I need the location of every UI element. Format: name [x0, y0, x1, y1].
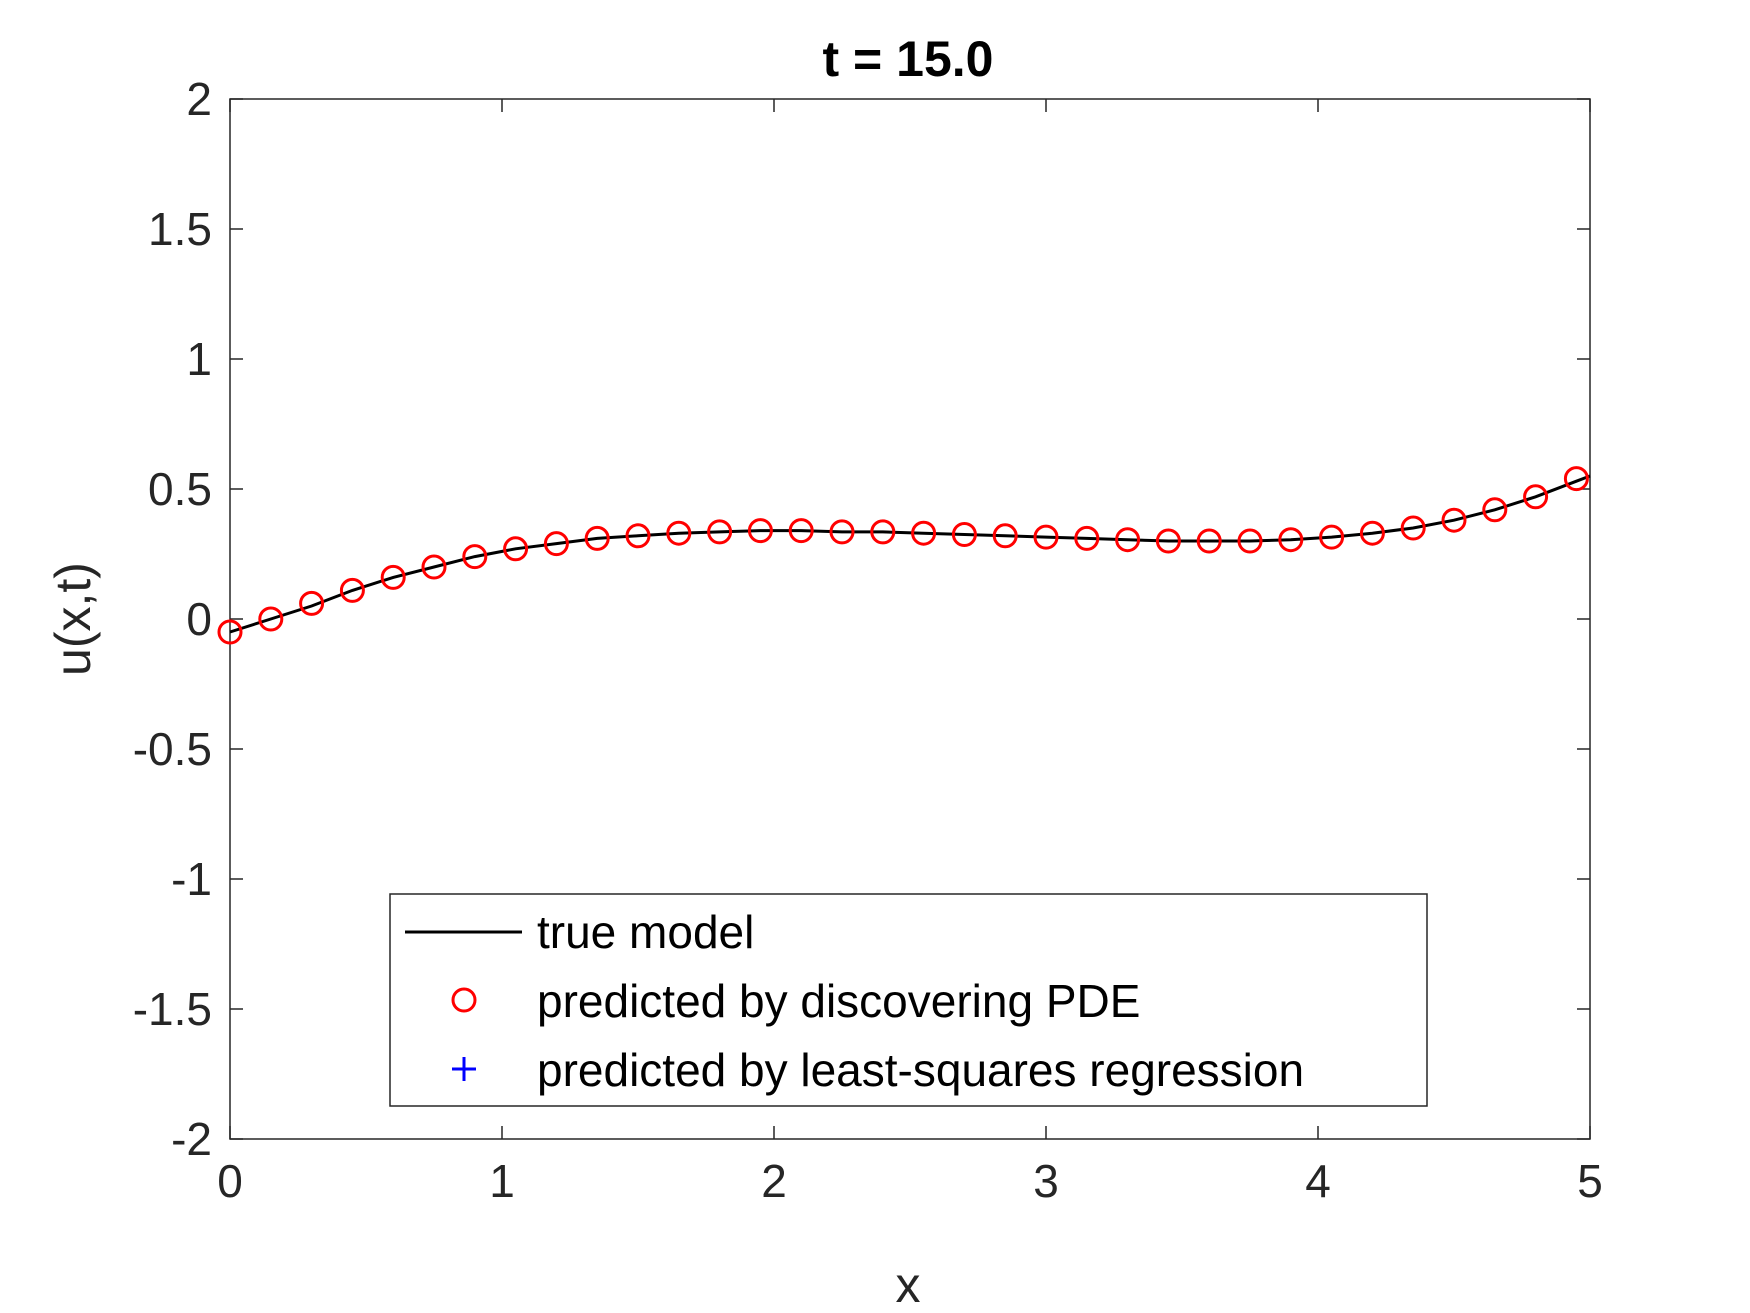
legend-marker-circle: [451, 987, 477, 1013]
x-tick-label: 5: [1577, 1155, 1603, 1207]
data-point-discovered-pde: [1563, 466, 1589, 492]
data-point-discovered-pde: [299, 590, 325, 616]
data-point-discovered-pde: [707, 519, 733, 545]
x-tick-label: 1: [489, 1155, 515, 1207]
x-tick-label: 2: [761, 1155, 787, 1207]
data-point-discovered-pde: [747, 518, 773, 544]
data-point-discovered-pde: [1155, 528, 1181, 554]
data-point-discovered-pde: [217, 619, 243, 645]
data-point-discovered-pde: [584, 525, 610, 551]
y-tick-label: 2: [186, 73, 212, 125]
legend-marker-plus: [452, 1057, 476, 1081]
data-point-discovered-pde: [339, 577, 365, 603]
data-point-discovered-pde: [462, 544, 488, 570]
data-point-discovered-pde: [1115, 527, 1141, 553]
data-point-discovered-pde: [380, 564, 406, 590]
data-point-discovered-pde: [1400, 515, 1426, 541]
data-point-discovered-pde: [1359, 520, 1385, 546]
y-axis-title: u(x,t): [45, 562, 101, 676]
x-axis-title: x: [896, 1257, 921, 1313]
data-point-discovered-pde: [951, 522, 977, 547]
data-point-discovered-pde: [1482, 497, 1508, 523]
data-point-discovered-pde: [1033, 524, 1059, 550]
data-point-discovered-pde: [258, 606, 284, 632]
y-tick-label: -1.5: [133, 983, 212, 1035]
data-point-discovered-pde: [543, 531, 569, 557]
legend-label-least-squares: predicted by least-squares regression: [537, 1044, 1304, 1096]
legend-label-discovered-pde: predicted by discovering PDE: [537, 975, 1140, 1027]
x-tick-label: 0: [217, 1155, 243, 1207]
y-tick-label: -0.5: [133, 723, 212, 775]
legend: true model predicted by discovering PDE …: [389, 893, 1428, 1107]
legend-label-true-model: true model: [537, 906, 754, 958]
plot-layer: [217, 466, 1591, 645]
data-point-discovered-pde: [1074, 525, 1100, 551]
data-point-discovered-pde: [992, 523, 1018, 549]
data-point-discovered-pde: [911, 520, 937, 546]
y-tick-label: 1.5: [148, 203, 212, 255]
data-point-discovered-pde: [625, 523, 651, 549]
data-point-discovered-pde: [1441, 507, 1467, 533]
y-tick-label: 1: [186, 333, 212, 385]
y-tick-label: -2: [171, 1113, 212, 1165]
x-tick-label: 4: [1305, 1155, 1331, 1207]
chart-title: t = 15.0: [823, 31, 994, 87]
x-tick-labels: 0 1 2 3 4 5: [217, 1155, 1603, 1207]
x-tick-label: 3: [1033, 1155, 1059, 1207]
data-point-discovered-pde: [421, 554, 447, 580]
data-point-discovered-pde: [788, 518, 814, 544]
series-line-true-model: [229, 474, 1591, 634]
data-point-discovered-pde: [1319, 524, 1345, 550]
y-tick-label: -1: [171, 853, 212, 905]
data-point-discovered-pde: [666, 520, 692, 546]
data-point-discovered-pde: [870, 519, 896, 545]
data-point-discovered-pde: [1237, 528, 1263, 554]
data-point-discovered-pde: [829, 519, 855, 545]
y-tick-labels: -2 -1.5 -1 -0.5 0 0.5 1 1.5 2: [133, 73, 212, 1165]
data-point-discovered-pde: [503, 536, 529, 562]
y-tick-label: 0.5: [148, 463, 212, 515]
y-tick-label: 0: [186, 593, 212, 645]
data-point-discovered-pde: [1523, 484, 1549, 510]
axis-ticks: [229, 98, 1591, 1140]
legend-box: [389, 893, 1428, 1107]
data-point-discovered-pde: [1196, 528, 1222, 554]
data-point-discovered-pde: [1278, 527, 1304, 553]
